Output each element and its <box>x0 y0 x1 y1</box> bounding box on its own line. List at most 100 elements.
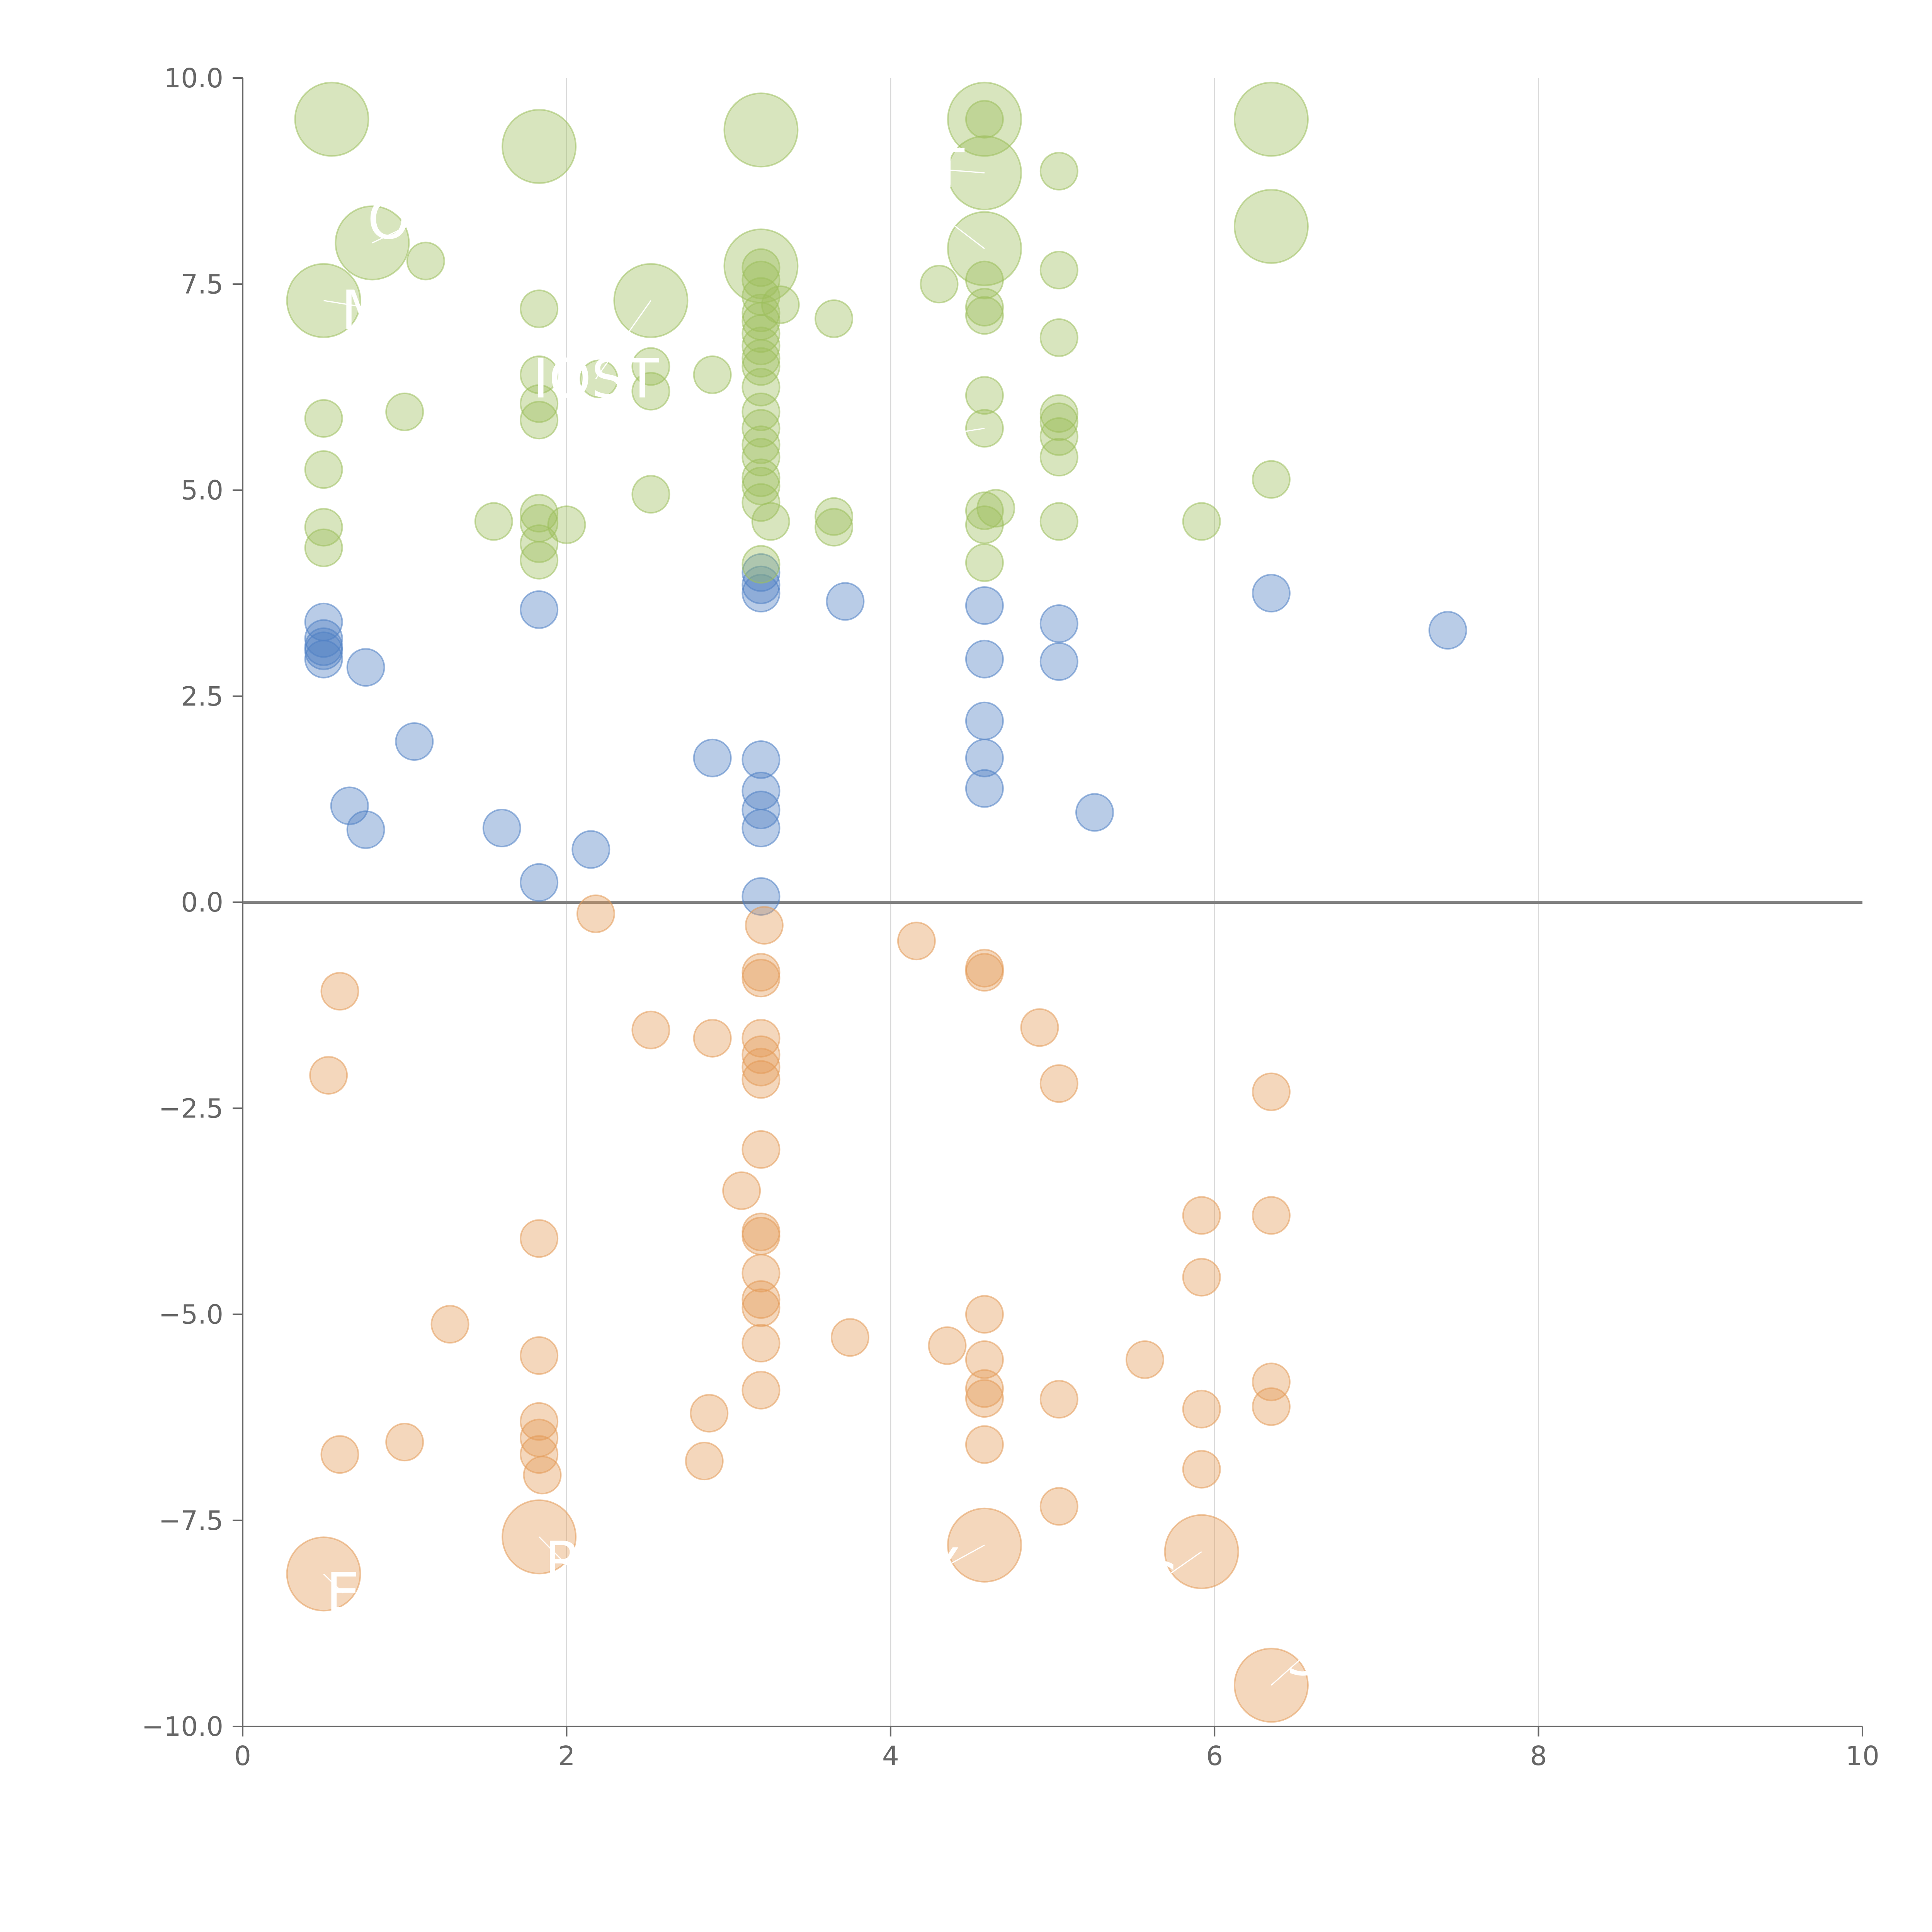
green-point <box>547 505 586 544</box>
orange-point <box>693 1019 732 1058</box>
y-tick-label: 10.0 <box>164 63 223 94</box>
orange-point <box>928 1326 967 1365</box>
green-point <box>304 399 343 438</box>
orange-point <box>742 1019 781 1058</box>
annotation-leader <box>372 219 421 243</box>
green-point <box>751 502 790 541</box>
green-point <box>304 508 343 547</box>
orange-point <box>631 1010 670 1049</box>
annotation-label: O <box>918 183 960 246</box>
annotation-label: S <box>1286 1625 1321 1688</box>
green-point <box>742 409 781 448</box>
green-point <box>742 293 781 332</box>
green-point <box>580 359 619 398</box>
x-tick-label: 4 <box>882 1741 899 1772</box>
green-point <box>742 248 781 287</box>
orange-point <box>965 1295 1004 1334</box>
orange-point <box>742 1130 781 1169</box>
green-point <box>965 491 1004 530</box>
green-point <box>1039 417 1078 456</box>
blue-point <box>826 582 865 621</box>
orange-point <box>1252 1196 1291 1235</box>
annotation-label: OYE <box>367 189 474 252</box>
blue-point <box>304 639 343 679</box>
green-point <box>965 260 1004 299</box>
annotation-leader <box>323 300 386 311</box>
orange-point <box>430 1305 469 1344</box>
green-point <box>742 339 781 378</box>
blue-point <box>693 738 732 777</box>
annotation-label: X <box>924 1537 961 1600</box>
x-tick-label: 2 <box>558 1741 575 1772</box>
green-point <box>406 242 445 281</box>
blue-point <box>965 586 1004 625</box>
orange-point <box>742 1216 781 1255</box>
annotation-leader <box>1157 1551 1202 1583</box>
orange-point <box>1020 1008 1059 1047</box>
green-point <box>520 289 559 328</box>
annotation-leader <box>595 300 651 379</box>
blue-point <box>742 877 781 916</box>
annotation-label: R <box>544 1530 582 1593</box>
orange-point <box>1252 1072 1291 1111</box>
orange-point <box>742 1324 781 1363</box>
blue-point <box>304 619 343 658</box>
green-point <box>1039 318 1078 357</box>
blue-point <box>1428 611 1467 650</box>
green-point <box>520 524 559 563</box>
blue-point <box>571 830 611 869</box>
annotation-label: IOST <box>533 348 659 411</box>
annotation-leader <box>539 1536 564 1562</box>
green-point <box>815 497 854 536</box>
green-point <box>294 82 369 157</box>
blue-point <box>346 648 385 687</box>
x-tick-label: 6 <box>1206 1741 1223 1772</box>
green-point <box>742 438 781 477</box>
orange-point <box>831 1318 869 1357</box>
green-point <box>520 401 559 440</box>
blue-point <box>965 738 1004 777</box>
y-tick-label: 2.5 <box>181 681 223 712</box>
blue-point <box>965 701 1004 740</box>
green-point <box>815 299 854 338</box>
green-point <box>742 327 781 366</box>
orange-point <box>742 1035 781 1074</box>
orange-point <box>745 906 784 945</box>
orange-point <box>742 1253 781 1293</box>
green-point <box>742 347 781 386</box>
green-point <box>1039 152 1078 191</box>
orange-point <box>320 972 359 1011</box>
green-point <box>742 425 781 464</box>
blue-point <box>482 809 521 848</box>
annotation-label: MD <box>341 279 430 342</box>
green-point <box>815 508 854 547</box>
annotation-label: S <box>914 405 948 468</box>
x-tick-label: 10 <box>1845 1741 1879 1772</box>
green-point <box>385 392 424 431</box>
blue-point <box>520 590 559 629</box>
blue-point <box>1039 642 1078 681</box>
annotation-leader <box>942 1544 985 1569</box>
orange-point <box>385 1423 424 1462</box>
orange-point <box>742 1280 781 1319</box>
blue-point <box>742 565 781 604</box>
orange-point <box>965 1425 1004 1464</box>
green-point <box>761 285 800 324</box>
green-point <box>965 543 1004 582</box>
data-points <box>286 82 1467 1723</box>
orange-point <box>1182 1258 1221 1297</box>
green-point <box>304 450 343 489</box>
orange-point <box>965 1369 1004 1408</box>
orange-point <box>1252 1387 1291 1426</box>
orange-point <box>1039 1064 1078 1103</box>
y-tick-label: 5.0 <box>181 475 223 506</box>
blue-point <box>304 631 343 670</box>
orange-point <box>1039 1487 1078 1526</box>
green-point <box>631 372 670 411</box>
orange-point <box>742 959 781 998</box>
green-point <box>976 489 1015 528</box>
blue-point <box>520 863 559 902</box>
blue-point <box>346 810 385 849</box>
green-point <box>1039 394 1078 433</box>
